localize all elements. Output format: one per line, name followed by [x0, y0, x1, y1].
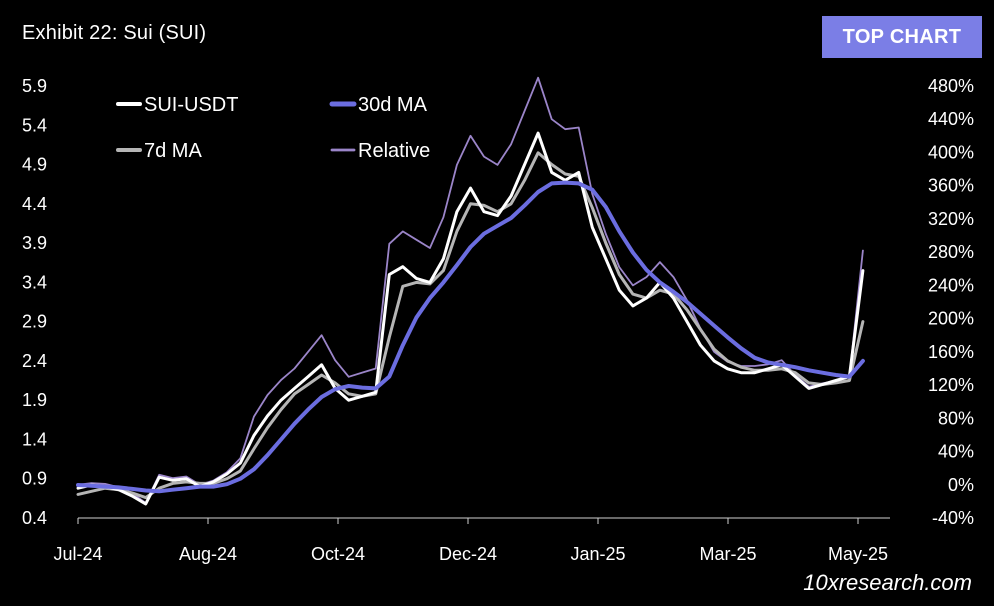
series-line-30d-ma	[76, 180, 865, 494]
y-left-tick-label: 4.4	[22, 194, 47, 214]
y-right-tick-label: 440%	[928, 109, 974, 129]
x-tick-label: Mar-25	[699, 544, 756, 564]
x-tick-label: May-25	[828, 544, 888, 564]
legend-label: 30d MA	[358, 94, 428, 116]
y-left-tick-label: 1.9	[22, 390, 47, 410]
legend: SUI-USDT 30d MA 7d MA Relative	[116, 94, 430, 162]
y-left-tick-label: 2.9	[22, 312, 47, 332]
chart-title: Exhibit 22: Sui (SUI)	[22, 22, 207, 44]
y-left-tick-label: 1.4	[22, 429, 47, 449]
x-tick-label: Oct-24	[311, 544, 365, 564]
y-left-tick-label: 2.4	[22, 351, 47, 371]
y-left-tick-label: 4.9	[22, 155, 47, 175]
y-left-tick-label: 0.9	[22, 469, 47, 489]
y-right-tick-label: 320%	[928, 209, 974, 229]
y-right-tick-label: 280%	[928, 242, 974, 262]
legend-label: 7d MA	[144, 140, 202, 162]
watermark: 10xresearch.com	[803, 570, 972, 595]
legend-label: Relative	[358, 140, 430, 162]
y-right-tick-label: 200%	[928, 309, 974, 329]
series-lines	[76, 76, 865, 506]
x-tick-label: Dec-24	[439, 544, 497, 564]
x-tick-label: Jan-25	[570, 544, 625, 564]
series-line-sui-usdt	[76, 131, 865, 506]
axes: Jul-24 Aug-24 Oct-24 Dec-24 Jan-25 Mar-25 May-…	[22, 76, 974, 564]
y-right-tick-label: 160%	[928, 342, 974, 362]
y-right-tick-label: 120%	[928, 375, 974, 395]
y-left-tick-label: 3.9	[22, 233, 47, 253]
y-right-tick-label: 40%	[938, 442, 974, 462]
x-tick-label: Jul-24	[53, 544, 102, 564]
legend-label: SUI-USDT	[144, 94, 238, 116]
y-right-tick-label: 400%	[928, 142, 974, 162]
x-tick-label: Aug-24	[179, 544, 237, 564]
y-right-tick-label: 80%	[938, 408, 974, 428]
y-right-tick-label: 240%	[928, 275, 974, 295]
y-right-tick-label: 360%	[928, 176, 974, 196]
y-left-tick-label: 5.4	[22, 115, 47, 135]
y-right-tick-label: 0%	[948, 475, 974, 495]
y-right-tick-label: -40%	[932, 508, 974, 528]
series-line-7d-ma	[76, 151, 865, 500]
y-right-tick-label: 480%	[928, 76, 974, 96]
y-left-tick-label: 3.4	[22, 272, 47, 292]
y-left-tick-label: 5.9	[22, 76, 47, 96]
top-chart-badge: TOP CHART	[822, 16, 982, 58]
y-left-tick-label: 0.4	[22, 508, 47, 528]
